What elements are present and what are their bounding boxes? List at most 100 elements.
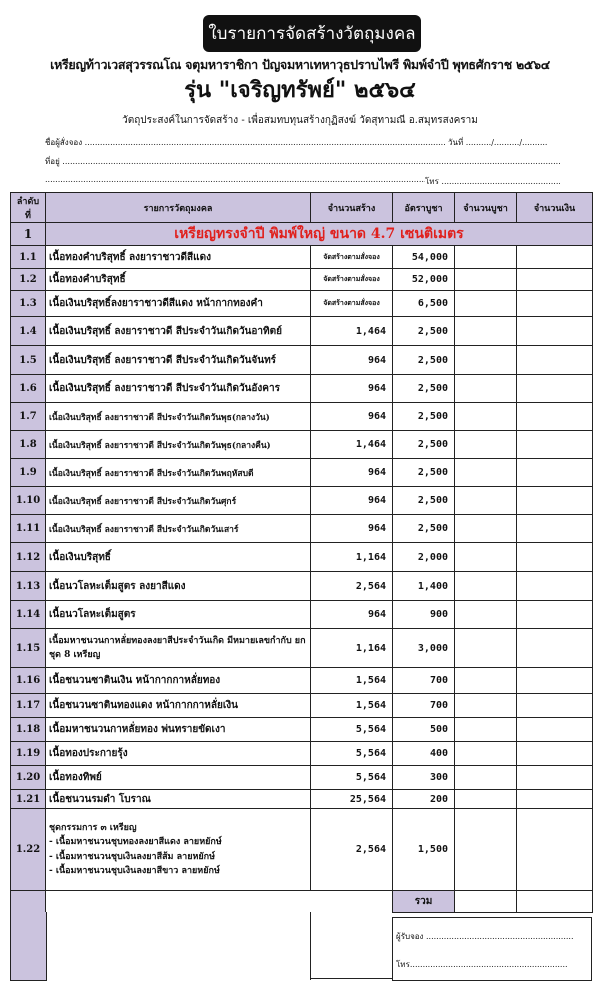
total-amount-input[interactable] (516, 890, 593, 913)
row-item: เนื้อเงินบริสุทธิ์ (45, 542, 311, 572)
row-no: 1.5 (10, 345, 46, 375)
table-row: 1.12 เนื้อเงินบริสุทธิ์ 1,164 2,000 (10, 542, 593, 572)
edition-name: รุ่น "เจริญทรัพย์" ๒๕๖๔ (184, 77, 416, 103)
row-amount-input[interactable] (516, 571, 593, 601)
row-count-input[interactable] (454, 741, 517, 766)
row-count-input[interactable] (454, 458, 517, 487)
row-count-input[interactable] (454, 268, 517, 291)
row-qty: 5,564 (310, 741, 393, 766)
table-row: 1.2 เนื้อทองคำบริสุทธิ์ จัดสร้างตามสั่งจอง… (10, 268, 593, 291)
date-field[interactable]: วันที่ ........../........../.......... (448, 138, 548, 147)
row-amount-input[interactable] (516, 741, 593, 766)
row-amount-input[interactable] (516, 402, 593, 431)
row-amount-input[interactable] (516, 628, 593, 668)
row-no: 1.22 (10, 808, 46, 891)
address-line-2[interactable]: ........................................… (45, 175, 425, 184)
row-count-input[interactable] (454, 514, 517, 543)
row-count-input[interactable] (454, 628, 517, 668)
total-count-input[interactable] (454, 890, 517, 913)
row-item: เนื้อชนวนซาตินเงิน หน้ากากกาหลั่ยทอง (45, 667, 311, 694)
header-no: ลำดับที่ (10, 192, 46, 223)
row-count-input[interactable] (454, 765, 517, 790)
row-item: เนื้อนวโลหะเต็มสูตร (45, 600, 311, 629)
row-no: 1.4 (10, 316, 46, 346)
table-row: 1.10 เนื้อเงินบริสุทธิ์ ลงยาราชาวดี สีประ… (10, 486, 593, 515)
row-count-input[interactable] (454, 430, 517, 459)
row-count-input[interactable] (454, 316, 517, 346)
row-no: 1.7 (10, 402, 46, 431)
row-count-input[interactable] (454, 486, 517, 515)
row-count-input[interactable] (454, 290, 517, 317)
row-count-input[interactable] (454, 667, 517, 694)
orderer-name-field[interactable]: ชื่อผู้สั่งจอง .........................… (45, 138, 445, 147)
row-amount-input[interactable] (516, 789, 593, 809)
table-row: 1.7 เนื้อเงินบริสุทธิ์ ลงยาราชาวดี สีประจ… (10, 402, 593, 431)
row-price: 52,000 (392, 268, 455, 291)
receiver-phone-field[interactable]: โทร.....................................… (396, 960, 568, 969)
row-no: 1.9 (10, 458, 46, 487)
row-count-input[interactable] (454, 542, 517, 572)
row-count-input[interactable] (454, 245, 517, 269)
row-no: 1.8 (10, 430, 46, 459)
row-count-input[interactable] (454, 402, 517, 431)
row-count-input[interactable] (454, 600, 517, 629)
row-count-input[interactable] (454, 717, 517, 742)
row-qty: 1,464 (310, 430, 393, 459)
phone-field[interactable]: โทร ....................................… (425, 177, 560, 186)
address-field[interactable]: ที่อยู่ ................................… (45, 157, 560, 166)
row-amount-input[interactable] (516, 667, 593, 694)
row-amount-input[interactable] (516, 808, 593, 891)
table-row: 1.13 เนื้อนวโลหะเต็มสูตร ลงยาสีแดง 2,564 1,… (10, 571, 593, 601)
row-count-input[interactable] (454, 693, 517, 718)
row-amount-input[interactable] (516, 345, 593, 375)
row-qty: 2,564 (310, 808, 393, 891)
row-item: เนื้อเงินบริสุทธิ์ ลงยาราชาวดี สีประจำวั… (45, 430, 311, 459)
table-row: 1.6 เนื้อเงินบริสุทธิ์ ลงยาราชาวดี สีประจ… (10, 374, 593, 403)
section-row: 1 เหรียญทรงจำปี พิมพ์ใหญ่ ขนาด 4.7 เซนติ… (10, 222, 593, 246)
row-no: 1.19 (10, 741, 46, 766)
row-amount-input[interactable] (516, 458, 593, 487)
total-row: รวม (10, 890, 593, 913)
row-qty: 1,464 (310, 316, 393, 346)
row-price: 2,500 (392, 486, 455, 515)
row-count-input[interactable] (454, 789, 517, 809)
row-price: 2,500 (392, 316, 455, 346)
row-count-input[interactable] (454, 374, 517, 403)
row-qty: 2,564 (310, 571, 393, 601)
row-amount-input[interactable] (516, 374, 593, 403)
row-item: เนื้อเงินบริสุทธิ์ ลงยาราชาวดี สีประจำวั… (45, 486, 311, 515)
row-amount-input[interactable] (516, 514, 593, 543)
row-no: 1.13 (10, 571, 46, 601)
row-amount-input[interactable] (516, 765, 593, 790)
section-title: เหรียญทรงจำปี พิมพ์ใหญ่ ขนาด 4.7 เซนติเม… (45, 222, 593, 246)
table-row: 1.8 เนื้อเงินบริสุทธิ์ ลงยาราชาวดี สีประจ… (10, 430, 593, 459)
row-item: เนื้อเงินบริสุทธิ์ ลงยาราชาวดี สีประจำวั… (45, 374, 311, 403)
table-row: 1.16 เนื้อชนวนซาตินเงิน หน้ากากกาหลั่ยทอง… (10, 667, 593, 694)
row-qty: 5,564 (310, 765, 393, 790)
row-item: เนื้อเงินบริสุทธิ์ ลงยาราชาวดี สีประจำวั… (45, 514, 311, 543)
row-no: 1.1 (10, 245, 46, 269)
row-amount-input[interactable] (516, 486, 593, 515)
header-count: จำนวนบูชา (454, 192, 517, 223)
table-row: 1.9 เนื้อเงินบริสุทธิ์ ลงยาราชาวดี สีประจ… (10, 458, 593, 487)
row-amount-input[interactable] (516, 316, 593, 346)
row-qty: 1,564 (310, 667, 393, 694)
table-row: 1.22 ชุดกรรมการ ๓ เหรียญ - เนื้อมหาชนวนชุ… (10, 808, 593, 891)
row-amount-input[interactable] (516, 542, 593, 572)
row-amount-input[interactable] (516, 600, 593, 629)
row-amount-input[interactable] (516, 290, 593, 317)
row-amount-input[interactable] (516, 268, 593, 291)
row-item: เนื้อชนวนรมดำ โบราณ (45, 789, 311, 809)
row-count-input[interactable] (454, 808, 517, 891)
receiver-field[interactable]: ผู้รับจอง ..............................… (396, 932, 574, 941)
row-count-input[interactable] (454, 345, 517, 375)
row-count-input[interactable] (454, 571, 517, 601)
row-item: เนื้อทองคำบริสุทธิ์ (45, 268, 311, 291)
row-amount-input[interactable] (516, 245, 593, 269)
row-amount-input[interactable] (516, 693, 593, 718)
table-row: 1.21 เนื้อชนวนรมดำ โบราณ 25,564 200 (10, 789, 593, 809)
header-amount: จำนวนเงิน (516, 192, 593, 223)
row-amount-input[interactable] (516, 430, 593, 459)
table-row: 1.20 เนื้อทองทิพย์ 5,564 300 (10, 765, 593, 790)
row-amount-input[interactable] (516, 717, 593, 742)
